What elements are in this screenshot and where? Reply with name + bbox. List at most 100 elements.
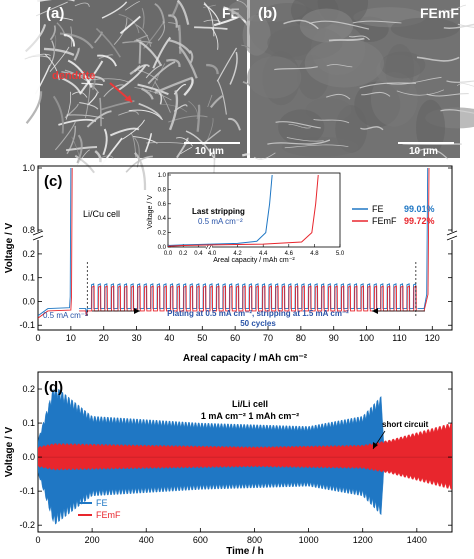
dendrite-fiber	[28, 53, 51, 58]
grain-boundary	[386, 76, 442, 85]
grain-boundary	[446, 80, 474, 83]
dendrite-fiber	[63, 33, 76, 47]
dendrite-fiber	[65, 91, 72, 120]
grain-boundary	[286, 137, 324, 142]
dendrite-fiber	[124, 1, 140, 11]
grain-boundary	[457, 23, 474, 28]
inset-title: Last stripping	[192, 207, 245, 216]
xlabel-d: Time / h	[226, 546, 264, 557]
dendrite-fiber	[206, 63, 219, 75]
inset-series-femf	[167, 174, 319, 247]
dendrite-fiber	[94, 150, 102, 163]
grain	[299, 8, 354, 43]
scale-label-a: 10 μm	[195, 146, 224, 157]
x-tick-label: 0	[35, 535, 40, 545]
dendrite-fiber	[67, 59, 93, 89]
dendrite-fiber	[43, 47, 75, 56]
grain-boundary	[352, 20, 402, 24]
dendrite-fiber	[54, 121, 76, 151]
grain-boundary	[309, 20, 370, 30]
legend-label-femf-d: FEmF	[96, 510, 121, 520]
ce-fe: 99.01%	[404, 204, 435, 214]
grain-boundary	[326, 93, 351, 100]
x-tick-label: 200	[85, 535, 100, 545]
dendrite-fiber	[168, 39, 192, 54]
grain-boundary	[443, 23, 474, 29]
x-tick-label: 0	[35, 333, 40, 343]
y-tick-label: -0.1	[19, 486, 35, 496]
inset-y-tick-label: 0.2	[158, 231, 167, 237]
y-tick-label: 0.1	[22, 273, 35, 283]
dendrite-fiber	[71, 91, 88, 98]
cell-label-d: Li/Li cell	[232, 399, 268, 409]
y-tick-label: 1.0	[22, 163, 35, 173]
legend-label-femf-c: FEmF	[372, 216, 397, 226]
dendrite-fiber	[37, 0, 75, 3]
dendrite-label: dendrite	[52, 70, 95, 82]
inset-x-tick-label: 5.0	[336, 251, 345, 257]
short-circuit-arrowhead	[373, 442, 378, 449]
panel-c: 0 10 20 30 40 50 60 70 80 90 100 110 120 -0.1 0.0 0.1 0.…	[4, 163, 458, 364]
arrow-left-head	[372, 308, 378, 314]
panel-d: 0 200 400 600 800 1000 1200 1400 -0.2 -0.1 0.0 0.1 0…	[4, 371, 453, 557]
y-tick-label: 0.2	[22, 384, 35, 394]
inset-x-tick-label: 4.0	[208, 251, 217, 257]
dendrite-fiber	[125, 155, 153, 173]
dendrite-fiber	[157, 21, 166, 41]
dendrite-fiber	[25, 91, 43, 124]
sem-image-fe	[24, 0, 263, 191]
series-line-fe	[38, 167, 429, 317]
inset-x-tick-label: 0.2	[179, 251, 188, 257]
dendrite-fiber	[134, 87, 172, 101]
grain-boundary	[444, 4, 466, 12]
y-tick-label: 0.0	[22, 452, 35, 462]
dendrite-fiber	[176, 137, 194, 147]
grain	[390, 17, 460, 40]
inset-c: 0.0 0.2 0.4 4.0 4.2 4.4 4.6 4.8 5.0 0.0 0.2 0.4 0.6 0…	[147, 172, 345, 264]
inset-x-tick-label: 0.0	[164, 251, 173, 257]
panel-a-label: (a)	[46, 5, 64, 22]
inset-x-tick-label: 4.2	[233, 251, 242, 257]
panel-b: (b) FEmF 10 μm	[228, 0, 474, 160]
grain	[247, 56, 302, 99]
dendrite-fiber	[194, 26, 228, 30]
inset-y-tick-label: 0.4	[158, 216, 167, 222]
panel-b-tag: FEmF	[420, 5, 459, 21]
grain-boundary	[275, 121, 321, 129]
rate-label-c: 0.5 mA cm⁻²	[43, 311, 88, 320]
inset-subtitle: 0.5 mA cm⁻²	[198, 217, 243, 226]
dendrite-fiber	[228, 117, 241, 131]
dendrite-fiber	[137, 69, 159, 81]
y-tick-label: 0.8	[22, 225, 35, 235]
dendrite-fiber	[207, 94, 213, 108]
dendrite-fiber	[59, 32, 94, 49]
dendrite-fiber	[55, 16, 74, 21]
dendrite-fiber	[49, 25, 56, 41]
inset-x-tick-label: 4.6	[285, 251, 294, 257]
x-tick-label: 110	[392, 333, 406, 343]
panel-c-axes: 0 10 20 30 40 50 60 70 80 90 100 110 120 -0.1 0.0 0.1 0.…	[19, 163, 458, 343]
grain-boundary	[267, 139, 331, 145]
grain-boundary	[412, 148, 449, 160]
inset-y-tick-label: 0.8	[158, 187, 167, 193]
dendrite-fiber	[101, 137, 123, 166]
grain	[242, 14, 271, 56]
panel-d-series	[38, 386, 452, 525]
axis-break-gap	[33, 232, 43, 240]
inset-x-tick-label: 4.4	[259, 251, 268, 257]
inset-plot: 0.0 0.2 0.4 4.0 4.2 4.4 4.6 4.8 5.0 0.0 0.2 0.4 0.6 0…	[158, 173, 345, 257]
dendrite-fiber	[180, 146, 193, 154]
panel-c-label: (c)	[44, 173, 62, 190]
panel-b-label: (b)	[258, 5, 277, 22]
dendrite-fiber	[122, 40, 153, 44]
dendrite-fiber	[65, 146, 98, 152]
inset-x-tick-label: 4.8	[310, 251, 319, 257]
grain-boundary	[456, 83, 474, 87]
dendrite-fiber	[101, 1, 128, 19]
dendrite-fiber	[119, 15, 141, 35]
dendrite-fiber	[118, 110, 139, 116]
inset-y-tick-label: 0.6	[158, 202, 167, 208]
panel-a: (a) FE dendrite 10 μm	[24, 0, 263, 191]
dendrite-fiber	[178, 46, 198, 79]
dendrite-fiber	[203, 2, 215, 37]
